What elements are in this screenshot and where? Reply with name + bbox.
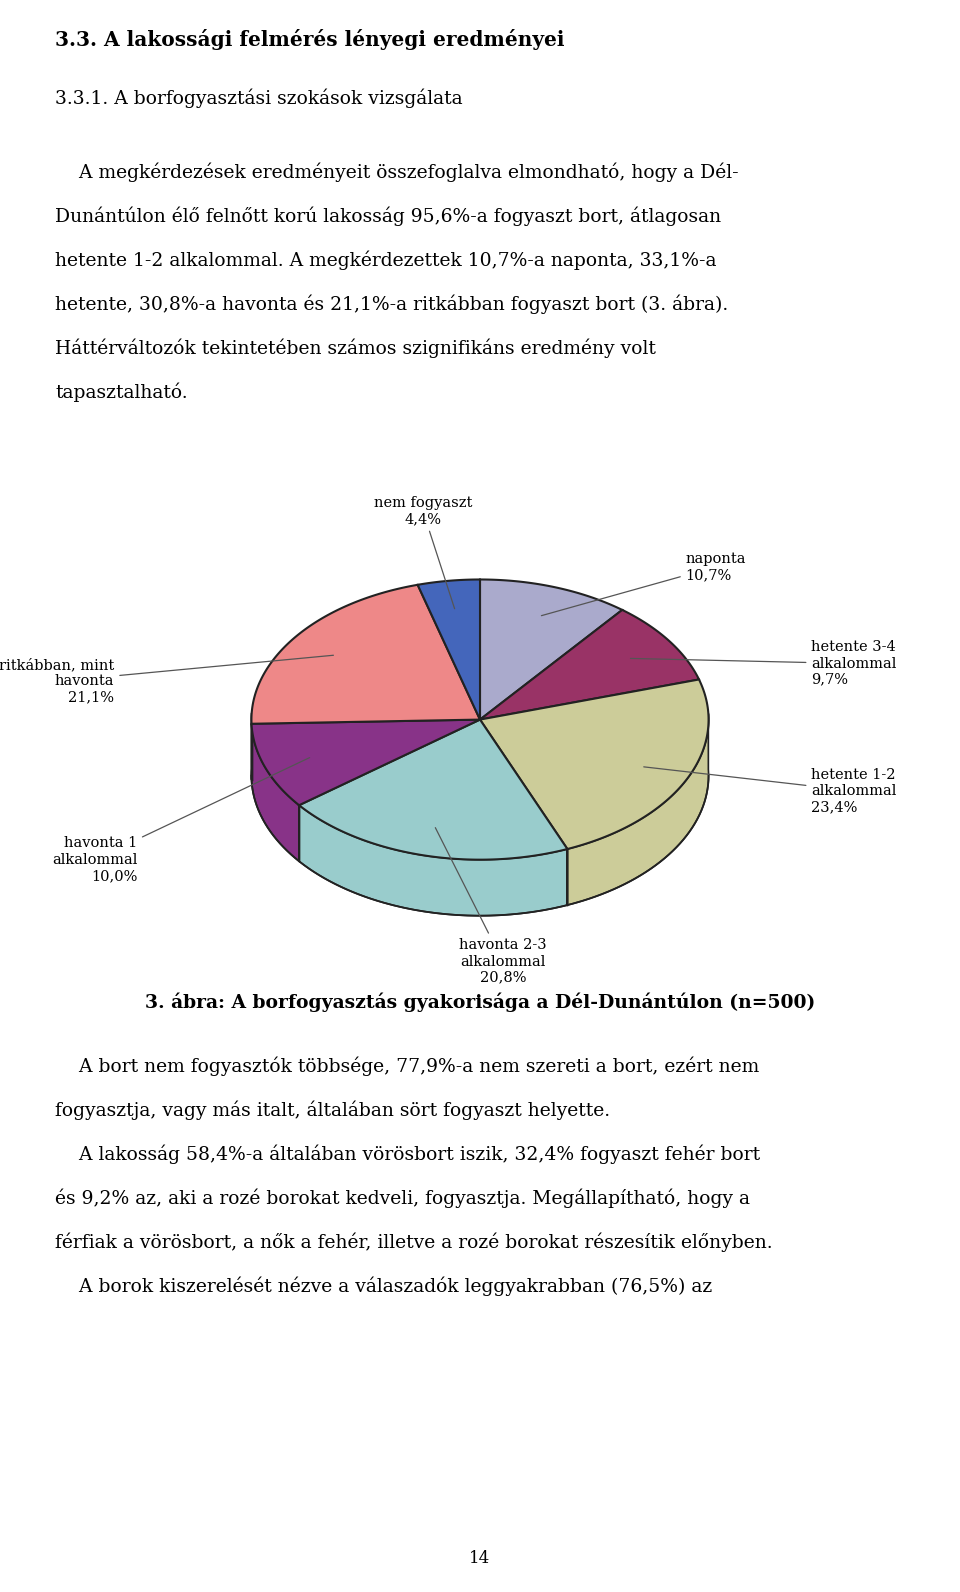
- Text: 14: 14: [469, 1551, 491, 1567]
- Text: Dunántúlon élő felnőtt korú lakosság 95,6%-a fogyaszt bort, átlagosan: Dunántúlon élő felnőtt korú lakosság 95,…: [55, 205, 721, 226]
- Text: ritkábban, mint
havonta
21,1%: ritkábban, mint havonta 21,1%: [0, 656, 333, 705]
- Text: havonta 2-3
alkalommal
20,8%: havonta 2-3 alkalommal 20,8%: [435, 828, 546, 985]
- Polygon shape: [252, 720, 480, 806]
- Polygon shape: [480, 680, 708, 849]
- Polygon shape: [300, 806, 567, 915]
- Polygon shape: [480, 579, 622, 720]
- Polygon shape: [480, 610, 699, 720]
- Text: havonta 1
alkalommal
10,0%: havonta 1 alkalommal 10,0%: [52, 758, 310, 884]
- Text: nem fogyaszt
4,4%: nem fogyaszt 4,4%: [373, 495, 472, 608]
- Polygon shape: [252, 584, 480, 724]
- Text: naponta
10,7%: naponta 10,7%: [541, 552, 746, 616]
- Text: hetente 1-2
alkalommal
23,4%: hetente 1-2 alkalommal 23,4%: [644, 767, 897, 814]
- Text: hetente 3-4
alkalommal
9,7%: hetente 3-4 alkalommal 9,7%: [631, 640, 897, 686]
- Text: tapasztalható.: tapasztalható.: [55, 382, 187, 401]
- Text: 3. ábra: A borfogyasztás gyakorisága a Dél-Dunántúlon (n=500): 3. ábra: A borfogyasztás gyakorisága a D…: [145, 992, 815, 1011]
- Polygon shape: [300, 720, 567, 860]
- Text: A megkérdezések eredményeit összefoglalva elmondható, hogy a Dél-: A megkérdezések eredményeit összefoglalv…: [55, 162, 738, 181]
- Text: és 9,2% az, aki a rozé borokat kedveli, fogyasztja. Megállapítható, hogy a: és 9,2% az, aki a rozé borokat kedveli, …: [55, 1189, 750, 1208]
- Polygon shape: [567, 713, 708, 906]
- Polygon shape: [418, 579, 480, 720]
- Text: hetente, 30,8%-a havonta és 21,1%-a ritkábban fogyaszt bort (3. ábra).: hetente, 30,8%-a havonta és 21,1%-a ritk…: [55, 295, 729, 314]
- Polygon shape: [252, 724, 300, 861]
- Text: A lakosság 58,4%-a általában vörösbort iszik, 32,4% fogyaszt fehér bort: A lakosság 58,4%-a általában vörösbort i…: [55, 1145, 760, 1164]
- Text: fogyasztja, vagy más italt, általában sört fogyaszt helyette.: fogyasztja, vagy más italt, általában sö…: [55, 1102, 611, 1121]
- Text: A borok kiszerelését nézve a válaszadók leggyakrabban (76,5%) az: A borok kiszerelését nézve a válaszadók …: [55, 1277, 712, 1296]
- Text: Háttérváltozók tekintetében számos szignifikáns eredmény volt: Háttérváltozók tekintetében számos szign…: [55, 338, 656, 358]
- Text: A bort nem fogyasztók többsége, 77,9%-a nem szereti a bort, ezért nem: A bort nem fogyasztók többsége, 77,9%-a …: [55, 1057, 759, 1076]
- Text: férfiak a vörösbort, a nők a fehér, illetve a rozé borokat részesítik előnyben.: férfiak a vörösbort, a nők a fehér, ille…: [55, 1232, 773, 1253]
- Text: 3.3. A lakossági felmérés lényegi eredményei: 3.3. A lakossági felmérés lényegi eredmé…: [55, 29, 564, 49]
- Text: 3.3.1. A borfogyasztási szokások vizsgálata: 3.3.1. A borfogyasztási szokások vizsgál…: [55, 89, 463, 108]
- Text: hetente 1-2 alkalommal. A megkérdezettek 10,7%-a naponta, 33,1%-a: hetente 1-2 alkalommal. A megkérdezettek…: [55, 250, 716, 269]
